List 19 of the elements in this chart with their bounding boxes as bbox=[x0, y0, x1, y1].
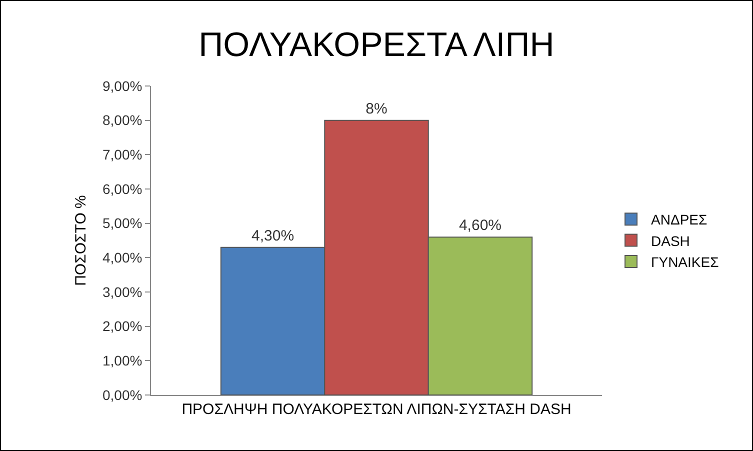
y-tick-label: 2,00% bbox=[102, 318, 142, 334]
y-tick-label: 1,00% bbox=[102, 352, 142, 369]
y-tick-label: 3,00% bbox=[102, 284, 142, 300]
y-axis-title: ΠΟΣΟΣΤΟ % bbox=[72, 195, 90, 286]
legend-label: ΓΥΝΑΙΚΕΣ bbox=[651, 254, 720, 270]
y-tick-label: 7,00% bbox=[102, 146, 142, 163]
data-label: 4,30% bbox=[252, 227, 294, 244]
y-tick-label: 6,00% bbox=[102, 180, 142, 197]
y-tick-label: 0,00% bbox=[102, 386, 142, 403]
legend-label: ΑΝΔΡΕΣ bbox=[651, 212, 708, 228]
y-tick-label: 9,00% bbox=[102, 78, 142, 94]
y-tick-label: 8,00% bbox=[102, 112, 142, 128]
x-tick-label: ΠΡΟΣΛΗΨΗ ΠΟΛΥΑΚΟΡΕΣΤΩΝ ΛΙΠΩΝ-ΣΥΣΤΑΣΗ DASH bbox=[182, 401, 572, 418]
y-tick-label: 4,00% bbox=[102, 250, 142, 266]
legend-label: DASH bbox=[651, 232, 690, 249]
y-tick-label: 5,00% bbox=[102, 215, 142, 232]
chart-title: ΠΟΛΥΑΚΟΡΕΣΤΑ ΛΙΠΗ bbox=[198, 26, 554, 64]
data-label: 8% bbox=[366, 100, 388, 118]
data-label: 4,60% bbox=[458, 217, 502, 234]
